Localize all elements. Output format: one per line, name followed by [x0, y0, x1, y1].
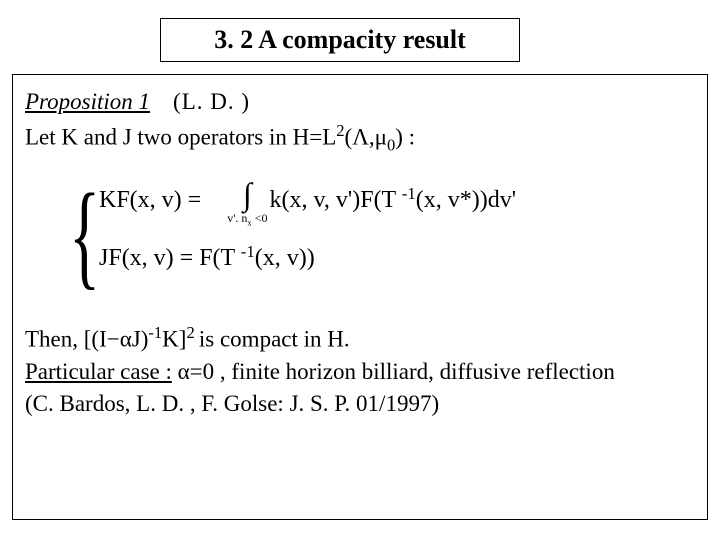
- eq1-rhs: k(x, v, v')F(T -1(x, v*))dv': [269, 179, 516, 214]
- left-brace-icon: {: [69, 175, 100, 295]
- equation-rows: KF(x, v) = ∫ v'. nx <0 k(x, v, v')F(T -1…: [99, 179, 516, 272]
- let-after-sup: (Λ,μ: [345, 125, 387, 150]
- section-title: 3. 2 A compacity result: [214, 25, 466, 54]
- proposition-line: Proposition 1 (L. D. ): [25, 89, 691, 115]
- eq1-lhs: KF(x, v) =: [99, 179, 201, 214]
- eq1-gap: [201, 179, 225, 206]
- proposition-label: Proposition 1: [25, 89, 150, 114]
- content-box: Proposition 1 (L. D. ) Let K and J two o…: [12, 74, 708, 520]
- integral-chunk: ∫ v'. nx <0: [227, 179, 267, 227]
- particular-case-line: Particular case : α=0 , finite horizon b…: [25, 359, 691, 385]
- particular-case-text: α=0 , finite horizon billiard, diffusive…: [172, 359, 615, 384]
- particular-case-label: Particular case :: [25, 359, 172, 384]
- equation-block: { KF(x, v) = ∫ v'. nx <0 k(x, v, v')F(T …: [71, 175, 691, 295]
- let-prefix: Let K and J two operators in H=L: [25, 125, 336, 150]
- let-line: Let K and J two operators in H=L2(Λ,μ0) …: [25, 121, 691, 155]
- references-line: (C. Bardos, L. D. , F. Golse: J. S. P. 0…: [25, 391, 691, 417]
- equation-row-1: KF(x, v) = ∫ v'. nx <0 k(x, v, v')F(T -1…: [99, 179, 516, 223]
- integral-sign-icon: ∫: [243, 179, 252, 209]
- space: [156, 89, 168, 114]
- integral-lower-limit: v'. nx <0: [227, 211, 267, 227]
- title-box: 3. 2 A compacity result: [160, 18, 520, 62]
- let-sup: 2: [336, 121, 344, 140]
- let-suffix: ) :: [395, 125, 415, 150]
- proposition-attribution: (L. D. ): [173, 89, 250, 114]
- equation-row-2: JF(x, v) = F(T -1(x, v)): [99, 245, 516, 272]
- let-sub: 0: [387, 135, 395, 154]
- then-line: Then, [(I−αJ)-1K]2 is compact in H.: [25, 323, 691, 353]
